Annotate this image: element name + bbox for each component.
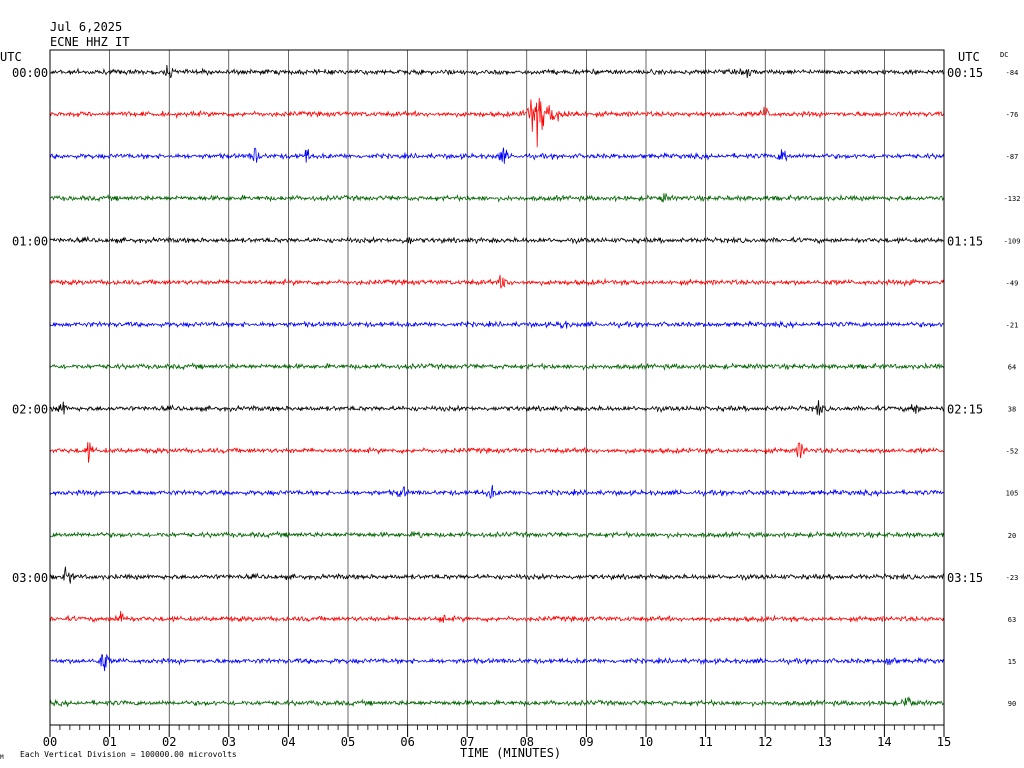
hour-label-left: 01:00 <box>12 234 48 248</box>
seismic-trace <box>49 484 945 499</box>
x-tick-label: 02 <box>162 735 176 749</box>
hour-label-right: 03:15 <box>947 571 983 585</box>
dc-offset-label: 20 <box>1008 532 1016 540</box>
x-tick-label: 09 <box>579 735 593 749</box>
seismic-trace <box>49 193 945 203</box>
x-tick-label: 07 <box>460 735 474 749</box>
x-tick-label: 04 <box>281 735 295 749</box>
dc-offset-label: -87 <box>1006 153 1019 161</box>
seismic-trace <box>49 147 945 164</box>
station-label: ECNE HHZ IT <box>50 35 129 49</box>
x-tick-label: 13 <box>818 735 832 749</box>
seismic-trace <box>49 274 945 289</box>
utc-label-right: UTC <box>958 50 980 64</box>
x-tick-label: 03 <box>222 735 236 749</box>
seismic-trace <box>49 696 945 708</box>
x-tick-label: 08 <box>520 735 534 749</box>
seismic-trace <box>49 566 945 584</box>
grid <box>49 50 945 737</box>
x-tick-label: 01 <box>102 735 116 749</box>
x-tick-label: 06 <box>400 735 414 749</box>
x-tick-label: 12 <box>758 735 772 749</box>
seismic-trace <box>49 653 945 672</box>
dc-offset-label: -49 <box>1006 279 1019 287</box>
plot-frame <box>49 49 945 726</box>
dc-offset-label: 38 <box>1008 406 1016 414</box>
x-tick-label: 05 <box>341 735 355 749</box>
x-tick-label: 10 <box>639 735 653 749</box>
dc-offset-label: 105 <box>1006 490 1019 498</box>
dc-offset-label: 90 <box>1008 700 1016 708</box>
dc-offset-label: -21 <box>1006 321 1019 329</box>
dc-offset-label: -23 <box>1006 574 1019 582</box>
hour-label-right: 01:15 <box>947 234 983 248</box>
scale-note: Each Vertical Division = 100000.00 micro… <box>20 750 237 759</box>
utc-label-left: UTC <box>0 50 22 64</box>
x-tick-label: 00 <box>43 735 57 749</box>
dc-offset-label: 64 <box>1008 363 1016 371</box>
hour-label-left: 03:00 <box>12 571 48 585</box>
seismic-trace <box>49 530 945 540</box>
dc-offset-label: -76 <box>1006 111 1019 119</box>
small-mark: M <box>0 754 4 761</box>
dc-offset-label: 63 <box>1008 616 1016 624</box>
seismic-trace <box>49 235 945 245</box>
seismic-trace <box>49 362 945 371</box>
dc-offset-label: 15 <box>1008 658 1016 666</box>
seismic-trace <box>49 97 945 148</box>
date-label: Jul 6,2025 <box>50 20 122 34</box>
dc-offset-label: -52 <box>1006 448 1019 456</box>
seismic-trace <box>49 610 945 624</box>
dc-offset-label: -109 <box>1004 237 1021 245</box>
x-tick-label: 15 <box>937 735 951 749</box>
dc-offset-label: -84 <box>1006 69 1019 77</box>
traces <box>49 64 945 708</box>
labels: 00 01 02 03 04 05 06 07 08 09 10 11 12 13 14 15 -84 00:00… <box>12 66 1020 749</box>
hour-label-left: 00:00 <box>12 66 48 80</box>
dc-label: DC <box>1000 51 1008 59</box>
seismic-trace <box>49 64 945 79</box>
hour-label-left: 02:00 <box>12 403 48 417</box>
hour-label-right: 00:15 <box>947 66 983 80</box>
x-tick-label: 11 <box>698 735 712 749</box>
x-axis-title: TIME (MINUTES) <box>460 746 561 760</box>
seismic-trace <box>49 442 944 463</box>
x-tick-label: 14 <box>877 735 891 749</box>
hour-label-right: 02:15 <box>947 403 983 417</box>
dc-offset-label: -132 <box>1004 195 1021 203</box>
seismic-trace <box>49 400 945 416</box>
seismic-trace <box>49 320 944 329</box>
